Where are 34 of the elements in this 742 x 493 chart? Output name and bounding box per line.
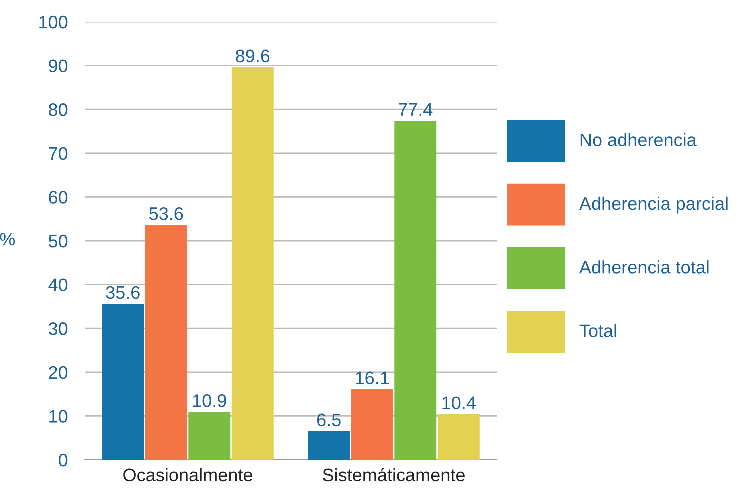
bar — [438, 414, 480, 460]
y-tick-label: 70 — [49, 147, 68, 160]
data-label: 10.9 — [193, 394, 226, 408]
y-tick-label: 100 — [40, 16, 68, 29]
legend-label: Adherencia parcial — [579, 196, 728, 214]
y-tick-label: 10 — [50, 410, 68, 423]
data-label: 6.5 — [317, 414, 341, 427]
bar — [102, 304, 144, 460]
x-tick-label: Ocasionalmente — [124, 468, 252, 482]
bar — [394, 120, 437, 460]
y-tick-label: 20 — [49, 366, 68, 380]
data-label: 10.4 — [442, 396, 476, 410]
y-tick-label: 40 — [48, 278, 68, 292]
y-tick-label: 90 — [49, 60, 68, 73]
y-tick-label: 80 — [49, 104, 68, 116]
y-tick-label: 0 — [59, 454, 68, 467]
legend-label: Adherencia total — [579, 260, 709, 274]
data-label: 53.6 — [150, 207, 184, 220]
bar — [351, 389, 394, 460]
data-label: 77.4 — [398, 103, 433, 116]
y-axis-title: % — [0, 233, 16, 246]
bar — [145, 225, 188, 460]
y-tick-label: 60 — [49, 191, 68, 204]
legend-label: No adherencia — [580, 133, 697, 147]
y-tick-label: 30 — [48, 322, 68, 336]
bar — [232, 68, 274, 460]
legend-label: Total — [580, 324, 616, 338]
x-tick-label: Sistemáticamente — [323, 468, 465, 482]
bar — [188, 412, 231, 460]
data-label: 35.6 — [106, 286, 140, 300]
data-label: 89.6 — [236, 50, 270, 63]
y-tick-label: 50 — [48, 234, 68, 248]
data-label: 16.1 — [356, 372, 390, 385]
bar — [308, 432, 350, 460]
